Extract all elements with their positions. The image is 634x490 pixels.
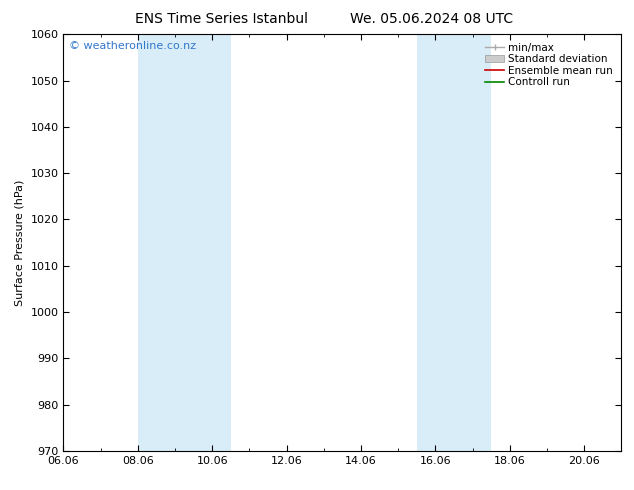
Bar [417, 34, 491, 451]
Text: © weatheronline.co.nz: © weatheronline.co.nz [69, 41, 196, 50]
Y-axis label: Surface Pressure (hPa): Surface Pressure (hPa) [15, 179, 25, 306]
Legend: min/max, Standard deviation, Ensemble mean run, Controll run: min/max, Standard deviation, Ensemble me… [482, 40, 616, 91]
Bar [138, 34, 231, 451]
Text: ENS Time Series Istanbul: ENS Time Series Istanbul [136, 12, 308, 26]
Text: We. 05.06.2024 08 UTC: We. 05.06.2024 08 UTC [349, 12, 513, 26]
